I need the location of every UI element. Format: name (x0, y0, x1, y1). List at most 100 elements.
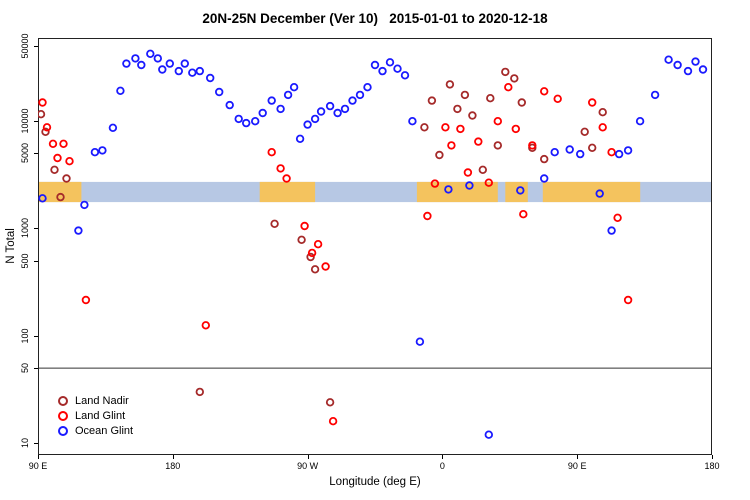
point-land-nadir (580, 127, 589, 136)
point-ocean-glint (283, 90, 293, 100)
point-ocean-glint (635, 116, 645, 126)
x-tick-label: 180 (165, 461, 181, 471)
point-land-glint (53, 153, 62, 163)
point-land-glint (474, 137, 483, 146)
point-land-glint (463, 168, 473, 177)
y-tick-label: 50000 (20, 33, 30, 59)
point-ocean-glint (310, 114, 320, 124)
point-ocean-glint (267, 96, 276, 105)
point-land-nadir (41, 127, 50, 136)
y-tick-label: 5000 (20, 143, 30, 164)
point-land-glint (540, 87, 549, 96)
point-ocean-glint (664, 55, 673, 64)
point-ocean-glint (465, 181, 474, 190)
x-tick-label: 90 W (297, 461, 319, 471)
x-axis-label: Longitude (deg E) (329, 476, 421, 488)
point-land-nadir (306, 252, 315, 262)
point-land-nadir (540, 154, 549, 164)
y-tick-mark (34, 368, 38, 370)
point-ocean-glint (595, 189, 604, 198)
y-tick-label: 10 (20, 438, 30, 449)
point-ocean-glint (146, 49, 155, 58)
point-ocean-glint (378, 66, 387, 76)
point-ocean-glint (90, 147, 100, 157)
point-ocean-glint (225, 100, 234, 110)
legend-item-label: Land Glint (75, 410, 126, 422)
point-ocean-glint (289, 83, 299, 92)
point-land-glint (328, 417, 338, 426)
point-ocean-glint (393, 64, 402, 73)
point-land-glint (528, 141, 537, 150)
y-tick-label: 500 (20, 253, 30, 269)
legend-item-label: Land Nadir (75, 395, 129, 407)
point-land-glint (267, 147, 276, 157)
point-ocean-glint (214, 87, 224, 97)
point-land-nadir (453, 104, 462, 114)
point-ocean-glint (241, 118, 251, 128)
y-tick-label: 1000 (20, 218, 30, 239)
point-ocean-glint (363, 83, 372, 92)
x-tick-label: 90 E (28, 461, 48, 471)
point-land-nadir (62, 174, 71, 183)
y-tick-mark (34, 45, 38, 47)
point-land-glint (307, 248, 317, 258)
legend-marker-icon (58, 396, 68, 406)
map-band-land (542, 181, 641, 203)
point-ocean-glint (333, 108, 342, 118)
point-ocean-glint (385, 58, 395, 67)
y-tick-label: 10000 (20, 108, 30, 134)
legend-item: Ocean Glint (58, 424, 133, 438)
point-land-nadir (445, 80, 455, 89)
plot-border (38, 38, 712, 455)
point-ocean-glint (153, 54, 162, 63)
point-land-nadir (56, 192, 65, 202)
point-land-nadir (195, 387, 204, 397)
point-land-nadir (325, 398, 335, 407)
x-tick-mark (38, 455, 39, 459)
chart-title: 20N-25N December (Ver 10) 2015-01-01 to … (202, 11, 548, 26)
point-land-glint (447, 141, 456, 150)
point-land-nadir (460, 90, 470, 100)
x-tick-label: 0 (439, 461, 445, 471)
y-tick-label: 50 (20, 363, 30, 374)
point-ocean-glint (614, 149, 624, 159)
point-land-glint (511, 124, 520, 134)
point-land-glint (313, 239, 323, 249)
point-ocean-glint (295, 134, 305, 143)
point-ocean-glint (108, 123, 118, 132)
x-tick-mark (172, 455, 174, 459)
map-band-land (38, 181, 82, 203)
point-ocean-glint (276, 104, 285, 114)
point-ocean-glint (348, 96, 357, 105)
point-ocean-glint (565, 145, 574, 154)
y-tick-mark (34, 260, 38, 262)
point-ocean-glint (38, 194, 47, 203)
legend: Land Nadir Land Glint Ocean Glint (58, 394, 133, 438)
point-land-glint (504, 83, 513, 92)
point-ocean-glint (180, 59, 189, 68)
point-land-nadir (517, 98, 526, 107)
point-ocean-glint (98, 146, 107, 155)
point-land-glint (456, 124, 465, 134)
point-ocean-glint (673, 60, 682, 70)
point-ocean-glint (516, 186, 525, 195)
point-ocean-glint (188, 68, 197, 77)
point-ocean-glint (691, 57, 700, 66)
point-land-glint (493, 116, 502, 126)
y-tick-mark (34, 335, 38, 337)
point-ocean-glint (316, 107, 326, 116)
point-land-nadir (493, 141, 502, 150)
legend-item-label: Ocean Glint (75, 425, 134, 437)
x-tick-mark (442, 455, 444, 459)
point-ocean-glint (174, 66, 183, 76)
point-land-glint (598, 123, 607, 132)
map-band-land (259, 181, 316, 203)
point-land-nadir (598, 107, 607, 117)
point-land-nadir (510, 74, 519, 83)
y-tick-mark (34, 228, 38, 230)
point-ocean-glint (444, 185, 453, 194)
point-ocean-glint (576, 149, 585, 159)
point-land-glint (59, 139, 68, 148)
point-ocean-glint (650, 90, 660, 100)
